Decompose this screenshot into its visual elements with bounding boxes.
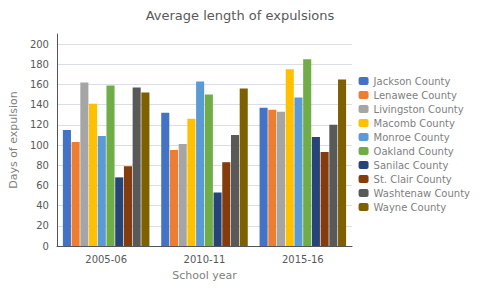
- svg-text:60: 60: [36, 180, 49, 191]
- svg-text:Average length of expulsions: Average length of expulsions: [146, 8, 335, 23]
- svg-text:St. Clair County: St. Clair County: [374, 174, 452, 185]
- svg-text:Monroe County: Monroe County: [374, 132, 450, 143]
- svg-text:0: 0: [43, 241, 49, 252]
- svg-text:Macomb County: Macomb County: [374, 118, 455, 129]
- svg-text:School year: School year: [172, 269, 237, 282]
- svg-text:2010-11: 2010-11: [184, 254, 226, 265]
- svg-text:Livingston County: Livingston County: [374, 104, 464, 115]
- svg-text:120: 120: [30, 119, 49, 130]
- svg-text:Oakland County: Oakland County: [374, 146, 454, 157]
- svg-text:40: 40: [36, 200, 49, 211]
- svg-text:Washtenaw County: Washtenaw County: [374, 188, 471, 199]
- svg-text:180: 180: [30, 59, 49, 70]
- svg-text:200: 200: [30, 39, 49, 50]
- svg-text:20: 20: [36, 220, 49, 231]
- svg-text:80: 80: [36, 160, 49, 171]
- svg-text:100: 100: [30, 140, 49, 151]
- svg-text:Sanilac County: Sanilac County: [374, 160, 449, 171]
- svg-text:160: 160: [30, 79, 49, 90]
- svg-text:Lenawee County: Lenawee County: [374, 90, 457, 101]
- svg-text:2015-16: 2015-16: [282, 254, 324, 265]
- svg-text:140: 140: [30, 99, 49, 110]
- svg-text:Wayne County: Wayne County: [374, 202, 447, 213]
- svg-text:Jackson County: Jackson County: [373, 76, 451, 87]
- svg-text:2005-06: 2005-06: [85, 254, 127, 265]
- svg-text:Days of expulsion: Days of expulsion: [7, 91, 20, 189]
